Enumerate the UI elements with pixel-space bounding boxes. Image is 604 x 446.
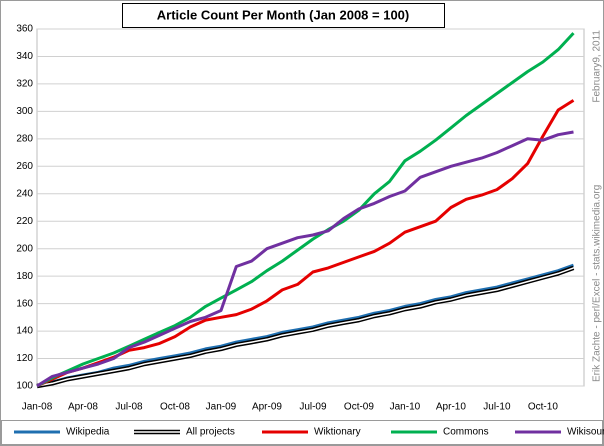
y-tick-label: 140 bbox=[16, 326, 33, 337]
y-tick-label: 300 bbox=[16, 106, 33, 117]
series-line bbox=[36, 130, 574, 388]
series-line-highlight bbox=[36, 267, 574, 387]
x-tick-label: Jul-08 bbox=[115, 402, 143, 413]
x-tick-label: Oct-09 bbox=[344, 402, 374, 413]
x-tick-label: Jul-09 bbox=[299, 402, 327, 413]
y-tick-label: 180 bbox=[16, 271, 33, 282]
x-tick-label: Jan-09 bbox=[206, 402, 237, 413]
legend-label: Commons bbox=[443, 427, 489, 438]
y-tick-label: 160 bbox=[16, 298, 33, 309]
x-tick-label: Oct-10 bbox=[528, 402, 558, 413]
series-line bbox=[36, 99, 575, 388]
x-tick-label: Jan-10 bbox=[390, 402, 421, 413]
y-tick-label: 100 bbox=[16, 381, 33, 392]
y-tick-label: 260 bbox=[16, 161, 33, 172]
legend-label: Wiktionary bbox=[314, 427, 361, 438]
x-tick-label: Apr-09 bbox=[252, 402, 282, 413]
y-tick-label: 200 bbox=[16, 243, 33, 254]
y-tick-label: 220 bbox=[16, 216, 33, 227]
y-tick-label: 240 bbox=[16, 188, 33, 199]
y-tick-label: 120 bbox=[16, 353, 33, 364]
x-tick-label: Jan-08 bbox=[22, 402, 53, 413]
legend-label: Wikipedia bbox=[66, 427, 110, 438]
y-tick-label: 280 bbox=[16, 133, 33, 144]
y-tick-label: 320 bbox=[16, 79, 33, 90]
x-tick-label: Apr-08 bbox=[68, 402, 98, 413]
title-box bbox=[122, 3, 445, 28]
legend-label: Wikisource bbox=[567, 427, 604, 438]
legend-label: All projects bbox=[186, 427, 235, 438]
series-line bbox=[36, 263, 575, 388]
date-note: February9, 2011 bbox=[592, 30, 603, 103]
chart-title: Article Count Per Month (Jan 2008 = 100) bbox=[157, 7, 409, 22]
plot-area bbox=[36, 28, 585, 387]
series-line bbox=[36, 32, 575, 388]
y-tick-label: 360 bbox=[16, 24, 33, 35]
x-tick-label: Apr-10 bbox=[436, 402, 466, 413]
credit-note: Erik Zachte - perl/Excel - stats.wikimed… bbox=[592, 185, 603, 382]
x-tick-label: Oct-08 bbox=[160, 402, 190, 413]
y-tick-label: 340 bbox=[16, 51, 33, 62]
x-tick-label: Jul-10 bbox=[483, 402, 511, 413]
